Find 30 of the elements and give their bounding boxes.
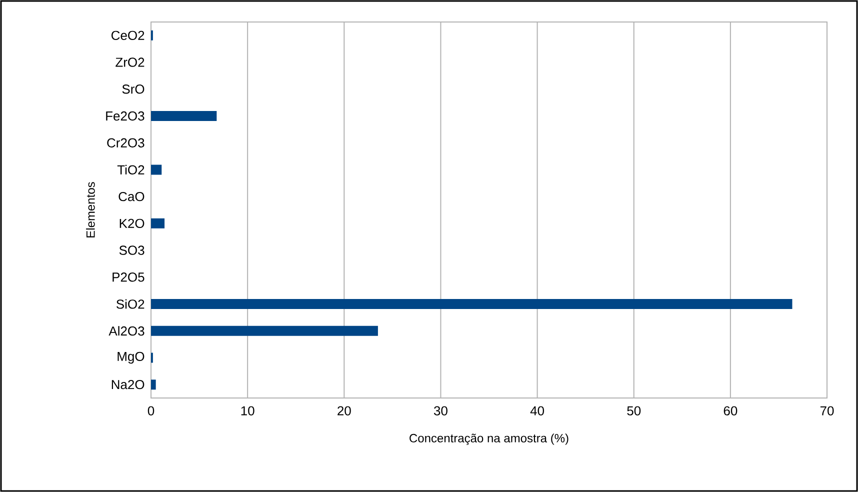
x-tick-label: 70 [820, 406, 834, 416]
y-tick-label: Al2O3 [108, 326, 144, 336]
y-tick-label: P2O5 [112, 272, 144, 282]
y-tick-label: CaO [118, 192, 144, 202]
x-tick-label: 20 [338, 406, 351, 416]
bar [151, 164, 162, 175]
x-tick-label: 10 [241, 406, 254, 416]
y-tick-label: Cr2O3 [107, 138, 144, 148]
bar [151, 299, 792, 310]
y-tick-label: TiO2 [117, 164, 144, 174]
y-tick-label: SrO [122, 84, 144, 94]
bar [151, 326, 378, 336]
y-tick-label: MgO [118, 352, 144, 364]
y-tick-label: SO3 [119, 246, 144, 255]
x-tick-label: 60 [724, 406, 738, 416]
y-axis-title: Elementos [86, 182, 95, 238]
x-tick-label: 50 [627, 406, 641, 416]
y-tick-label: Na2O [112, 380, 144, 390]
x-tick-label: 30 [434, 406, 448, 416]
y-tick-label: ZrO2 [116, 58, 144, 67]
y-tick-label: Fe2O3 [106, 111, 144, 121]
y-tick-label: SiO2 [116, 299, 144, 309]
y-tick-label: K2O [120, 218, 144, 228]
x-tick-label: 0 [148, 406, 154, 416]
x-axis-title: Concentração na amostra (%) [410, 434, 568, 445]
bar [151, 380, 156, 390]
bar [151, 218, 165, 228]
y-tick-label: CeO2 [112, 30, 144, 40]
bar [151, 110, 217, 121]
x-tick-label: 40 [530, 406, 544, 416]
